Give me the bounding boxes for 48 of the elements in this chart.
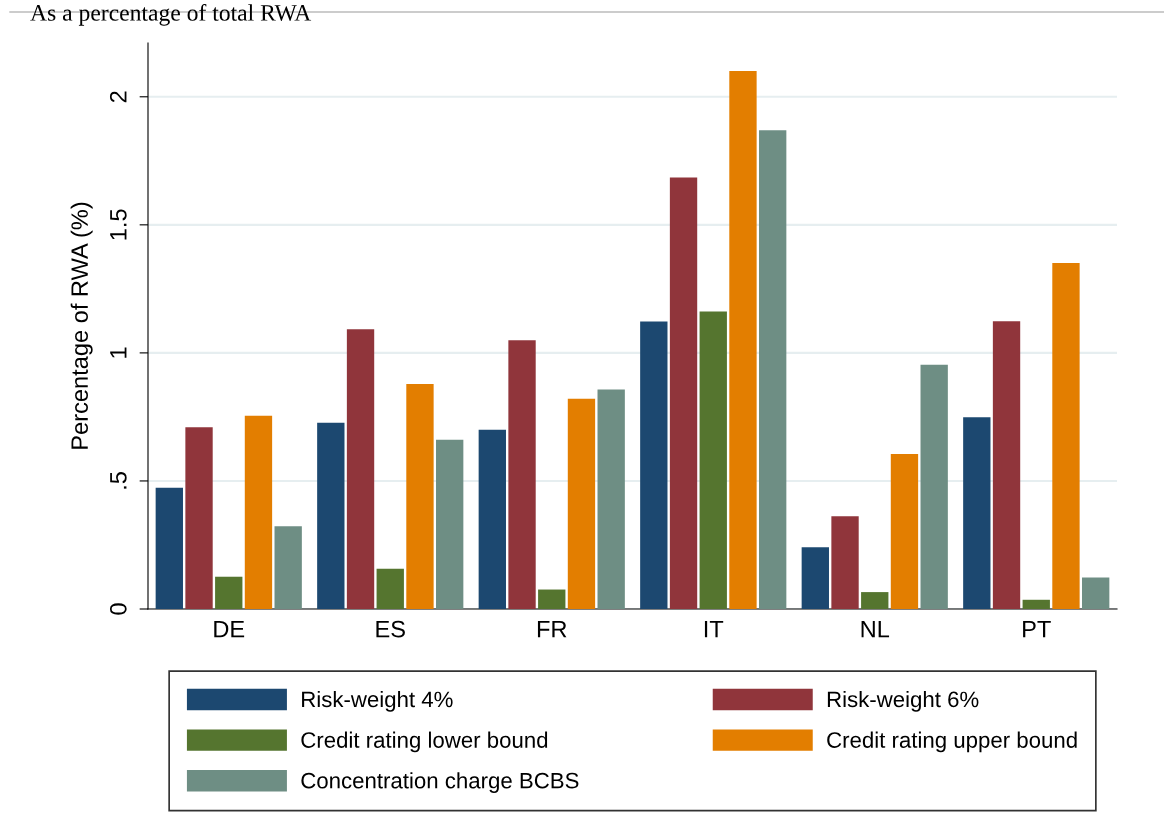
- x-tick-label: IT: [704, 620, 724, 638]
- legend-label: Credit rating upper bound: [827, 731, 1077, 753]
- bar: [274, 526, 302, 609]
- y-tick-label: 0: [109, 603, 127, 615]
- bar: [597, 389, 625, 609]
- bar: [699, 311, 727, 609]
- bar: [669, 177, 698, 609]
- bar: [831, 516, 859, 609]
- bar: [215, 576, 243, 609]
- bar: [640, 321, 668, 609]
- bar: [436, 439, 464, 609]
- bar: [244, 415, 273, 609]
- bar: [567, 398, 596, 609]
- bar: [1052, 263, 1080, 609]
- bar: [155, 487, 183, 609]
- x-tick-label: DE: [214, 620, 245, 638]
- legend-label: Risk-weight 6%: [827, 690, 979, 712]
- bar: [508, 340, 536, 609]
- bar: [759, 130, 787, 609]
- bar: [185, 427, 213, 609]
- legend-label: Concentration charge BCBS: [301, 772, 579, 793]
- x-tick-label: NL: [861, 620, 890, 638]
- bar: [406, 383, 434, 609]
- x-tick-label: PT: [1023, 620, 1051, 638]
- legend-label: Risk-weight 4%: [302, 690, 453, 712]
- bar: [376, 568, 404, 609]
- bar: [1022, 599, 1050, 609]
- bar: [538, 589, 566, 609]
- bar: [920, 364, 948, 609]
- y-axis-title: Percentage of RWA (%): [70, 202, 93, 449]
- bar: [963, 417, 991, 609]
- legend-label: Credit rating lower bound: [301, 731, 548, 753]
- bar: [346, 329, 375, 609]
- x-tick-label: FR: [537, 620, 567, 638]
- x-tick-label: ES: [376, 620, 405, 638]
- y-tick-label: .5: [110, 472, 127, 489]
- bar: [801, 547, 829, 609]
- bar: [729, 70, 757, 609]
- bar: [890, 454, 919, 609]
- bar: [1082, 577, 1110, 609]
- y-tick-label: 1: [110, 347, 127, 358]
- y-tick-label: 2: [109, 91, 127, 103]
- bar: [317, 422, 345, 609]
- y-tick-label: 1.5: [110, 209, 127, 240]
- chart-title: As a percentage of total RWA: [30, 4, 312, 26]
- bar: [861, 592, 889, 609]
- bar: [992, 321, 1021, 609]
- bar: [478, 429, 506, 609]
